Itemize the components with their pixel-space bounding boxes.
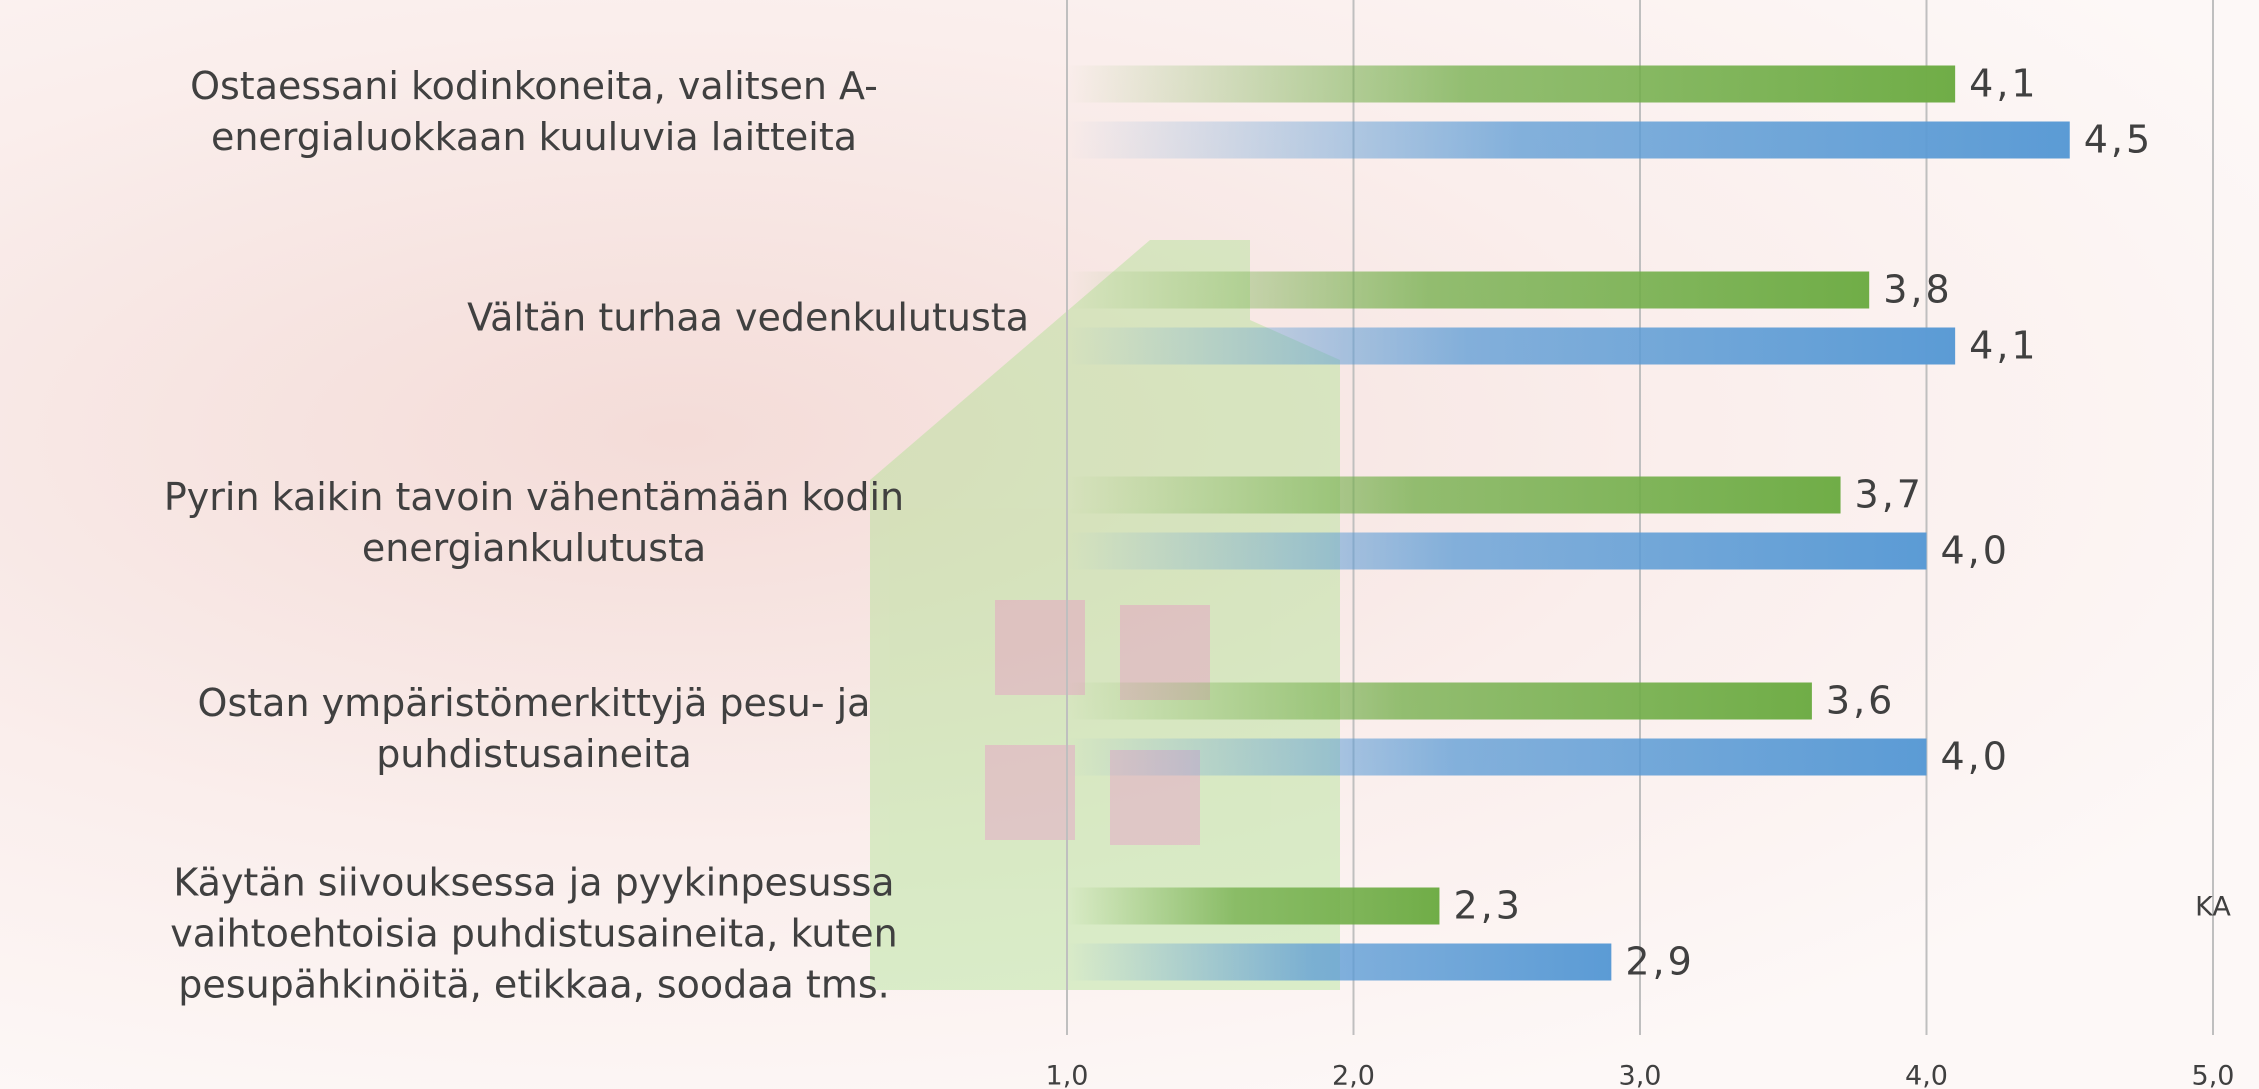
bar — [1067, 327, 1956, 365]
category-label: Käytän siivouksessa ja pyykinpesussa vai… — [170, 860, 898, 1007]
x-tick-label: 4,0 — [1905, 1061, 1948, 1089]
category-label: Pyrin kaikin tavoin vähentämään kodin en… — [163, 475, 905, 570]
value-label: 4,0 — [1941, 735, 2010, 779]
bar — [1067, 271, 1870, 309]
value-label: 4,1 — [1969, 324, 2038, 368]
bar — [1067, 738, 1927, 776]
bar — [1067, 65, 1956, 103]
category-label: Ostan ympäristömerkittyjä pesu- ja puhdi… — [197, 681, 871, 776]
category-label: Vältän turhaa vedenkulutusta — [467, 295, 1029, 340]
value-label: 4,0 — [1941, 529, 2010, 573]
bar — [1067, 887, 1440, 925]
value-label: 3,8 — [1883, 268, 1952, 312]
annotation: KA — [2195, 892, 2231, 923]
value-label: 3,7 — [1855, 473, 1924, 517]
value-label: 3,6 — [1826, 679, 1895, 723]
x-tick-label: 5,0 — [2192, 1061, 2235, 1089]
value-label: 4,5 — [2084, 118, 2153, 162]
bar — [1067, 121, 2070, 159]
bar — [1067, 532, 1927, 570]
bar — [1067, 943, 1612, 981]
bar — [1067, 682, 1812, 720]
value-label: 4,1 — [1969, 62, 2038, 106]
x-tick-label: 2,0 — [1332, 1061, 1375, 1089]
bar — [1067, 476, 1841, 514]
category-label: Ostaessani kodinkoneita, valitsen A-ener… — [190, 64, 878, 159]
value-label: 2,3 — [1453, 884, 1522, 928]
x-tick-label: 1,0 — [1046, 1061, 1089, 1089]
value-label: 2,9 — [1625, 940, 1694, 984]
x-tick-label: 3,0 — [1619, 1061, 1662, 1089]
background-house — [870, 240, 1340, 990]
